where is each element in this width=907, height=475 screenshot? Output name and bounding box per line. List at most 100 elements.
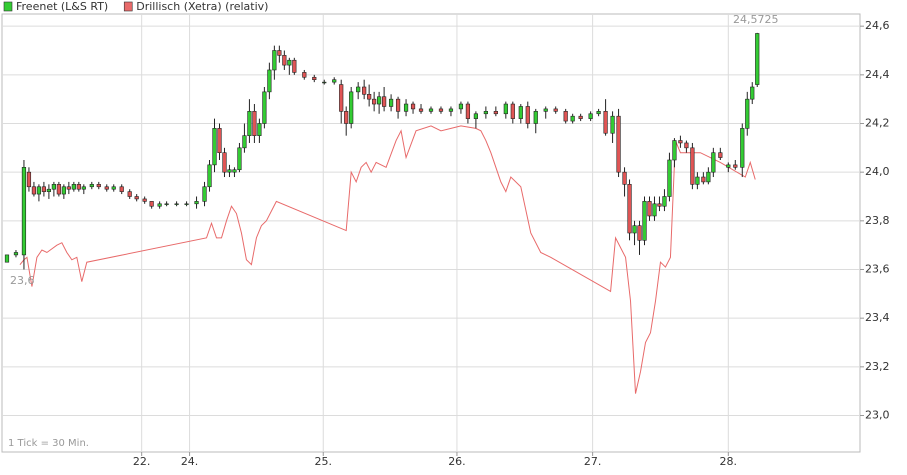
x-tick-label: 26. — [448, 455, 466, 468]
candle-body — [473, 113, 478, 119]
candle-body — [740, 128, 745, 168]
y-tick-label: 24,6 — [865, 19, 890, 32]
candle-body — [36, 186, 42, 195]
candle-body — [622, 171, 627, 185]
candle-body — [71, 184, 76, 190]
candle-body — [563, 111, 568, 122]
candle-body — [104, 186, 109, 190]
candle-body — [667, 159, 672, 197]
candle-body — [695, 176, 700, 185]
candle-body — [657, 203, 662, 207]
candle-body — [362, 86, 367, 95]
candle-body — [726, 164, 731, 168]
candle-body — [718, 152, 723, 158]
x-tick-label: 22. — [133, 455, 151, 468]
candle-body — [257, 123, 262, 136]
candle-body — [89, 184, 94, 188]
candle-body — [119, 186, 124, 192]
candle-body — [690, 147, 695, 185]
candle-body — [26, 171, 32, 188]
legend-swatch — [123, 1, 133, 12]
candle-body — [388, 98, 394, 107]
candle-body — [662, 196, 667, 207]
candle-body — [237, 147, 242, 171]
candle-body — [596, 111, 601, 115]
y-tick-label: 23,0 — [865, 409, 890, 422]
candle-body — [418, 108, 424, 112]
candle-body — [232, 169, 237, 173]
candle-body — [267, 69, 272, 93]
candle-body — [66, 186, 71, 190]
candle-body — [149, 201, 154, 207]
candle-body — [448, 108, 454, 112]
candle-body — [76, 184, 81, 190]
candle-body — [733, 164, 738, 168]
x-tick-label: 24. — [181, 455, 199, 468]
candle-body — [672, 140, 677, 161]
x-tick-label: 28. — [720, 455, 738, 468]
candle-body — [678, 140, 683, 144]
candle-body — [533, 111, 538, 124]
candle-body — [4, 254, 10, 263]
candle-body — [603, 111, 608, 134]
candle-body — [465, 103, 471, 119]
candle-body — [344, 111, 349, 124]
candle-body — [292, 59, 297, 73]
candle-body — [745, 98, 750, 129]
candle-body — [458, 103, 464, 110]
candle-body — [403, 103, 409, 112]
candle-body — [81, 186, 86, 190]
candle-body — [382, 96, 387, 107]
x-tick-label: 25. — [315, 455, 333, 468]
candle-body — [518, 106, 523, 119]
candle-body — [684, 142, 689, 149]
candle-body — [750, 86, 755, 100]
candle-body — [252, 111, 257, 136]
candle-body — [493, 111, 498, 115]
candle-body — [578, 115, 583, 119]
candle-body — [627, 184, 632, 234]
candle-body — [339, 84, 344, 112]
candle-body — [46, 188, 51, 192]
candle-body — [701, 176, 706, 183]
y-tick-label: 24,4 — [865, 68, 890, 81]
candle-body — [227, 169, 232, 173]
candle-body — [262, 91, 267, 124]
legend-swatch — [3, 1, 13, 12]
candle-body — [642, 201, 647, 241]
relative-line — [19, 125, 756, 394]
candle-body — [222, 152, 227, 173]
candle-body — [217, 128, 222, 154]
candle-body — [588, 113, 593, 119]
candle-body — [755, 33, 760, 85]
candle-body — [174, 203, 179, 205]
candle-body — [525, 106, 530, 124]
candle-body — [377, 96, 382, 105]
candle-body — [356, 86, 361, 93]
candle-body — [367, 94, 372, 100]
start-price-label: 23,6 — [10, 274, 35, 287]
candle-body — [438, 108, 444, 112]
y-tick-label: 23,8 — [865, 214, 890, 227]
candle-body — [510, 103, 515, 119]
candle-body — [711, 152, 716, 173]
y-tick-label: 23,4 — [865, 311, 890, 324]
candle-body — [312, 76, 317, 81]
candle-body — [31, 186, 37, 195]
candle-body — [242, 135, 247, 149]
candle-body — [157, 203, 162, 207]
candle-body — [207, 164, 212, 188]
candle-body — [570, 115, 575, 122]
candle-body — [277, 50, 282, 56]
candle-body — [51, 184, 56, 190]
plot-frame — [1, 13, 861, 453]
candle-body — [332, 79, 337, 83]
candle-body — [134, 196, 139, 200]
candle-body — [247, 111, 252, 136]
y-tick-label: 24,0 — [865, 165, 890, 178]
candle-body — [616, 115, 621, 173]
candle-body — [637, 225, 642, 241]
candle-body — [428, 108, 434, 112]
candle-body — [652, 203, 657, 217]
